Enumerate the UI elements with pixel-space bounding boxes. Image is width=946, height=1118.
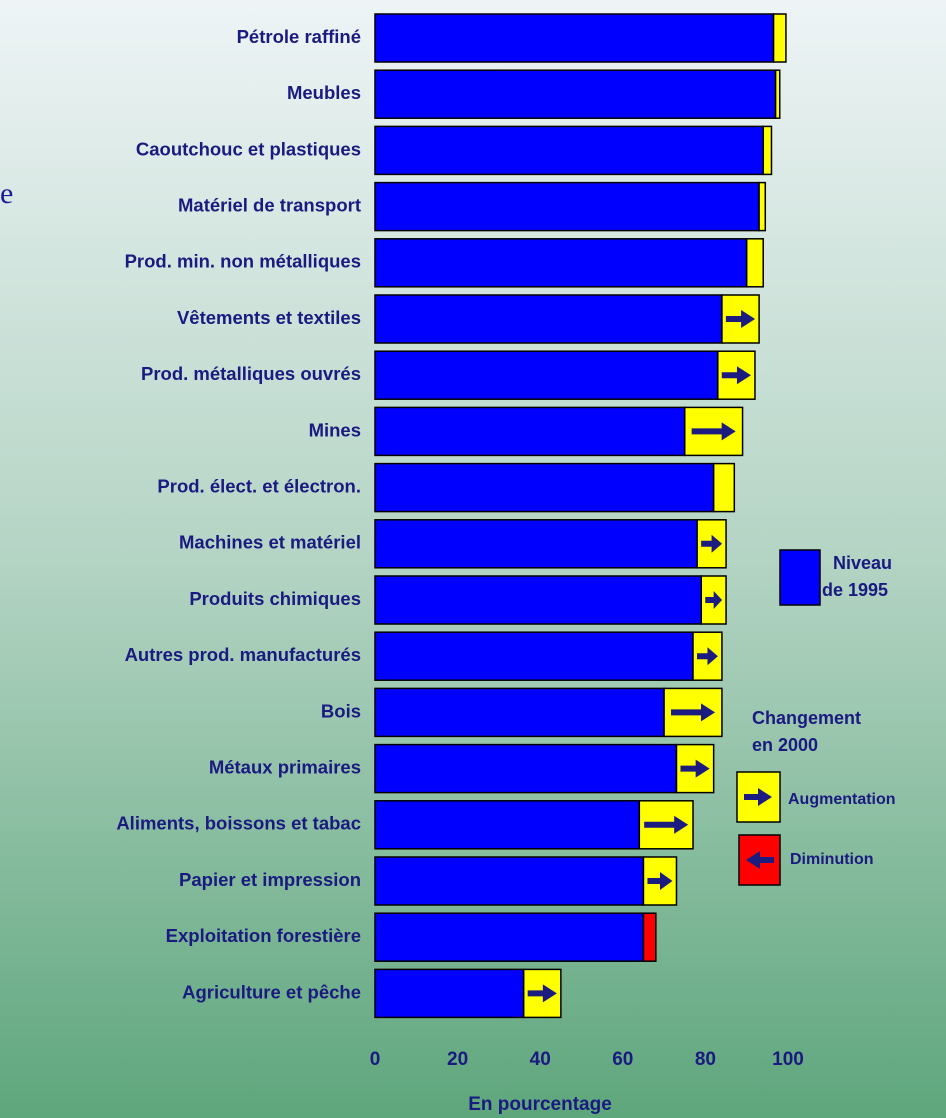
- x-tick-label: 80: [695, 1049, 716, 1070]
- bar-change: [762, 125, 773, 176]
- x-tick-label: 100: [772, 1049, 804, 1070]
- y-tick-label: Aliments, boissons et tabac: [116, 813, 361, 834]
- bar-base: [374, 800, 641, 850]
- x-tick-label: 40: [530, 1049, 551, 1070]
- x-tick-label: 0: [370, 1049, 381, 1070]
- arrow: [721, 366, 751, 385]
- y-tick-label: Meubles: [287, 82, 361, 103]
- x-tick-label: 20: [447, 1049, 468, 1070]
- y-tick-label: Caoutchouc et plastiques: [136, 138, 361, 159]
- legend-label: Augmentation: [788, 791, 896, 808]
- bar-base: [374, 968, 525, 1019]
- bar-base: [374, 238, 748, 288]
- arrow: [697, 647, 718, 666]
- y-tick-label: Prod. min. non métalliques: [125, 251, 361, 272]
- bar-base: [374, 631, 694, 681]
- arrow: [680, 759, 710, 778]
- arrow: [746, 851, 774, 869]
- bar-base: [374, 125, 764, 176]
- arrow: [725, 310, 756, 328]
- bar-base: [374, 406, 686, 457]
- bar-base: [374, 856, 645, 906]
- legend-label: de 1995: [822, 580, 888, 600]
- y-tick-label: Agriculture et pêche: [182, 981, 361, 1002]
- bar-base: [374, 912, 645, 962]
- bar-base: [374, 181, 760, 232]
- y-tick-label: Pétrole raffiné: [237, 26, 361, 47]
- bar-base: [374, 350, 719, 400]
- bar-base: [374, 575, 703, 625]
- bar-base: [374, 13, 775, 63]
- bar-change: [774, 69, 781, 119]
- arrow: [691, 422, 736, 441]
- legend-label: Niveau: [833, 553, 892, 573]
- arrow: [671, 703, 716, 722]
- bar-base: [374, 743, 678, 794]
- y-tick-label: Mines: [309, 419, 361, 440]
- bar-base: [374, 69, 777, 119]
- arrow: [647, 872, 673, 890]
- y-tick-label: Matériel de transport: [178, 194, 361, 215]
- y-tick-label: Papier et impression: [179, 869, 361, 890]
- bar-base: [374, 462, 715, 513]
- arrow: [705, 591, 723, 609]
- bar-change: [758, 181, 767, 232]
- x-tick-label: 60: [612, 1049, 633, 1070]
- legend-swatch: [779, 549, 821, 606]
- title-fragment: e: [0, 177, 13, 210]
- y-tick-label: Prod. élect. et électron.: [157, 475, 361, 496]
- legend-label: Changement: [752, 708, 861, 728]
- y-tick-label: Machines et matériel: [179, 532, 361, 553]
- y-tick-label: Bois: [321, 700, 361, 721]
- bar-change: [772, 13, 787, 63]
- arrow: [701, 534, 723, 553]
- x-axis-label: En pourcentage: [468, 1094, 612, 1115]
- bar-base: [374, 687, 665, 738]
- bar-change: [712, 462, 736, 513]
- bar-base: [374, 294, 723, 344]
- legend-label: Diminution: [790, 851, 874, 868]
- y-tick-label: Autres prod. manufacturés: [125, 644, 361, 665]
- bar-base: [374, 519, 698, 569]
- y-tick-label: Vêtements et textiles: [177, 307, 361, 328]
- arrow: [744, 788, 772, 806]
- y-tick-label: Prod. métalliques ouvrés: [141, 363, 361, 384]
- bar-change: [745, 238, 764, 288]
- bar-change: [642, 912, 657, 962]
- arrow: [644, 815, 689, 834]
- y-tick-label: Produits chimiques: [189, 588, 361, 609]
- legend-label: en 2000: [752, 735, 818, 755]
- y-tick-label: Exploitation forestière: [166, 925, 361, 946]
- y-tick-label: Métaux primaires: [209, 756, 361, 777]
- arrow: [527, 984, 557, 1003]
